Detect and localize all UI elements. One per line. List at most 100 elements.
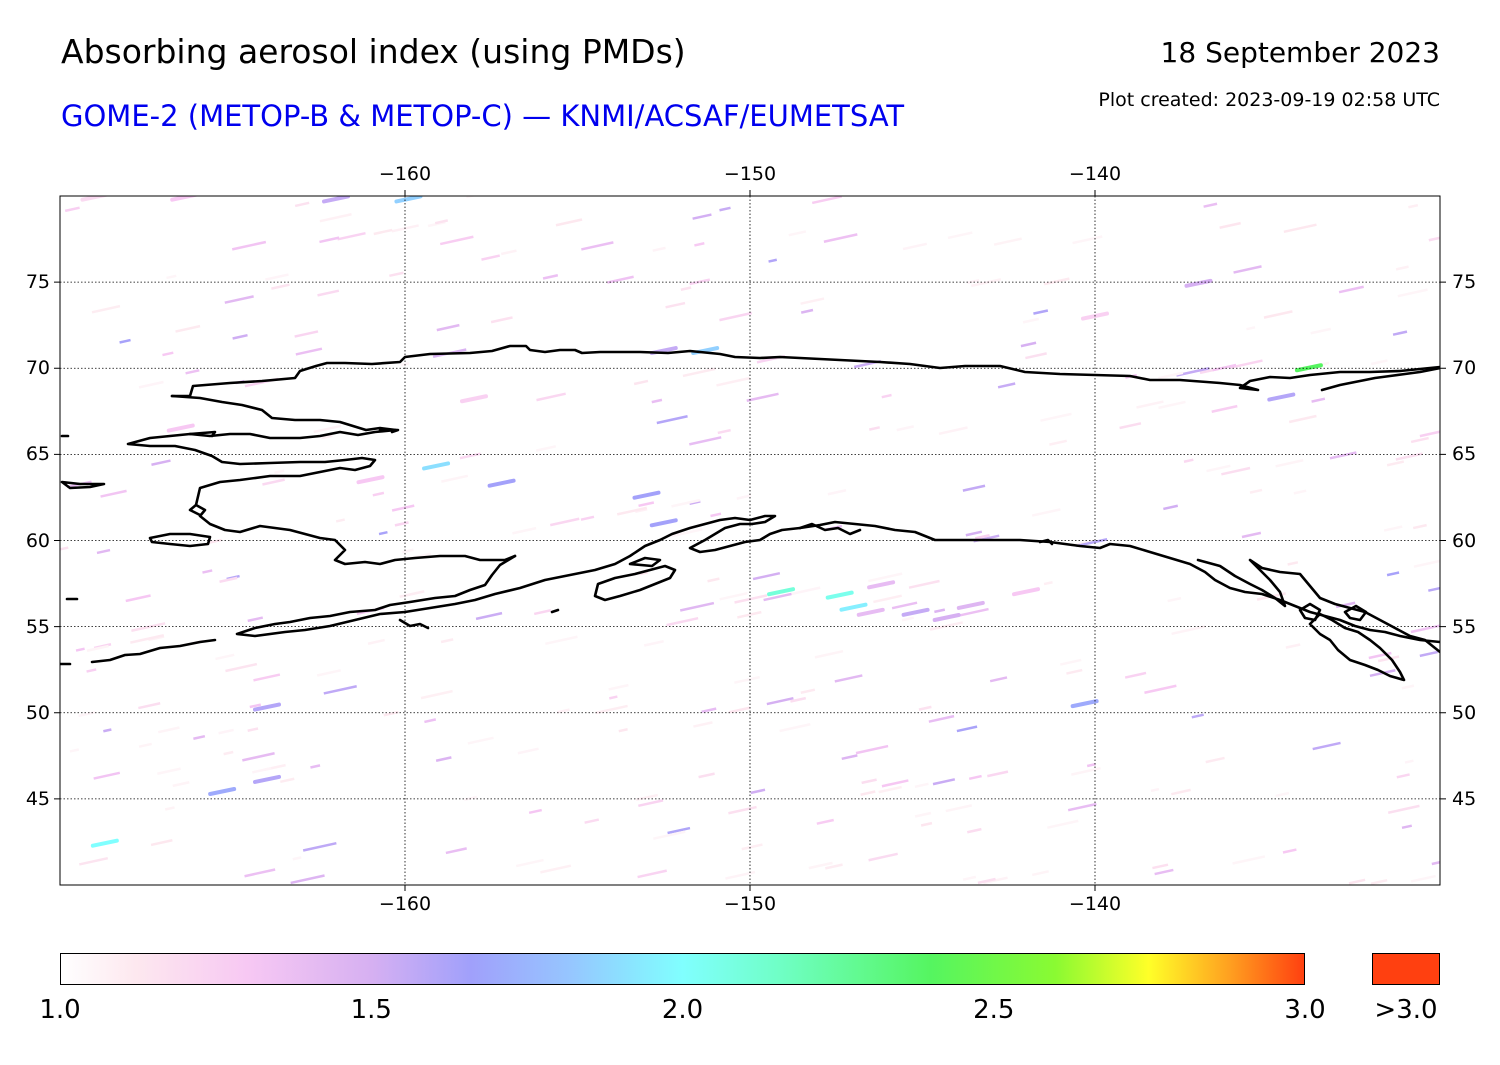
colorbar-tick-label: 2.0 — [661, 995, 704, 1025]
aerosol-speckle — [860, 790, 876, 796]
aerosol-patch — [901, 607, 930, 617]
lon-tick-label-bottom: −160 — [378, 893, 432, 915]
aerosol-speckle — [928, 714, 955, 723]
aerosol-speckle — [790, 696, 807, 703]
aerosol-speckle — [689, 436, 722, 446]
aerosol-speckle — [635, 507, 648, 513]
aerosol-speckle — [274, 469, 285, 475]
aerosol-speckle — [1288, 414, 1317, 424]
aerosol-speckle — [1241, 531, 1262, 539]
aerosol-speckle — [150, 839, 173, 847]
island-nunivak — [60, 480, 106, 490]
lat-tick-label-right: 75 — [1452, 271, 1477, 294]
aerosol-speckle — [643, 640, 664, 647]
lon-tick-label-top: −150 — [723, 163, 777, 185]
aerosol-speckle — [119, 338, 131, 344]
aerosol-speckle — [736, 494, 752, 500]
aerosol-speckle — [207, 538, 222, 545]
aerosol-speckle — [1370, 878, 1388, 885]
aerosol-speckle — [157, 726, 180, 734]
aerosol-speckle — [1401, 824, 1413, 830]
aerosol-speckle — [1246, 326, 1256, 331]
aerosol-speckle — [779, 723, 811, 733]
aerosol-speckle — [310, 764, 321, 769]
colorbar — [60, 953, 1305, 985]
aerosol-speckle — [1275, 459, 1304, 468]
aerosol-speckle — [78, 856, 109, 866]
coastline-north-alaska — [170, 344, 1440, 398]
aerosol-speckle — [651, 398, 663, 404]
aerosol-speckle — [1031, 508, 1061, 517]
aerosol-speckle — [1167, 596, 1182, 603]
aerosol-speckle — [694, 242, 705, 247]
aerosol-patch — [932, 613, 961, 623]
aerosol-speckle — [914, 782, 929, 789]
aerosol-speckle — [481, 254, 501, 261]
aerosol-speckle — [96, 548, 111, 555]
aerosol-speckle — [319, 236, 340, 244]
coastline-aleutians — [90, 638, 217, 664]
coastline-prince-william — [798, 522, 862, 536]
aerosol-speckle — [1022, 317, 1040, 324]
lat-tick-label-right: 50 — [1452, 701, 1477, 724]
aerosol-speckle — [436, 323, 460, 332]
aerosol-speckle — [372, 491, 385, 497]
aerosol-speckle — [607, 275, 634, 284]
aerosol-speckle — [891, 601, 918, 610]
aerosol-speckle — [878, 785, 902, 794]
aerosol-speckle — [1401, 684, 1415, 690]
aerosol-speckle — [401, 548, 414, 554]
aerosol-speckle — [868, 572, 903, 583]
aerosol-speckle — [515, 858, 544, 868]
aerosol-patch — [856, 607, 885, 617]
aerosol-speckle — [855, 744, 889, 755]
aerosol-speckle — [424, 718, 437, 724]
aerosol-speckle — [138, 702, 161, 710]
aerosol-speckle — [166, 274, 177, 280]
aerosol-speckle — [193, 734, 206, 740]
aerosol-patch — [170, 196, 198, 202]
aerosol-patch — [767, 587, 796, 597]
aerosol-speckle — [725, 870, 756, 880]
aerosol-speckle — [1386, 460, 1405, 467]
aerosol-speckle — [130, 634, 165, 644]
aerosol-speckle — [902, 242, 928, 251]
aerosol-speckle — [232, 333, 248, 340]
aerosol-speckle — [734, 594, 768, 604]
aerosol-speckle — [841, 754, 858, 761]
aerosol-speckle — [768, 258, 778, 263]
lat-tick-label-right: 45 — [1452, 787, 1477, 810]
aerosol-patch — [1012, 587, 1040, 597]
aerosol-speckle — [929, 621, 964, 631]
aerosol-patch — [90, 838, 119, 848]
aerosol-speckle — [1311, 397, 1326, 403]
aerosol-patch — [649, 518, 678, 528]
aerosol-speckle — [701, 707, 717, 714]
aerosol-speckle — [316, 669, 342, 677]
aerosol-speckle — [1282, 848, 1297, 854]
aerosol-speckle — [1287, 561, 1299, 566]
aerosol-speckle — [920, 821, 933, 827]
aerosol-speckle — [93, 642, 112, 650]
aerosol-patch — [322, 196, 350, 204]
coastline-norton-sound — [378, 428, 400, 434]
aerosol-speckle — [1230, 359, 1263, 369]
aerosol-speckle — [1310, 327, 1332, 335]
aerosol-speckle — [435, 756, 452, 762]
aerosol-patch — [1070, 699, 1099, 709]
aerosol-speckle — [86, 644, 109, 652]
colorbar-overflow-label: >3.0 — [1374, 995, 1438, 1025]
aerosol-speckle — [719, 206, 731, 212]
aerosol-speckle — [652, 246, 666, 252]
aerosol-speckle — [638, 799, 664, 808]
aerosol-speckle — [1171, 788, 1191, 796]
aerosol-speckle — [224, 295, 254, 304]
aerosol-speckle — [1183, 458, 1194, 463]
aerosol-speckle — [317, 289, 340, 297]
aerosol-speckle — [1293, 489, 1307, 495]
aerosol-speckle — [321, 434, 333, 440]
aerosol-speckle — [148, 635, 165, 642]
lon-tick-label-top: −140 — [1068, 163, 1122, 185]
aerosol-speckle — [103, 728, 112, 733]
aerosol-speckle — [932, 778, 956, 786]
